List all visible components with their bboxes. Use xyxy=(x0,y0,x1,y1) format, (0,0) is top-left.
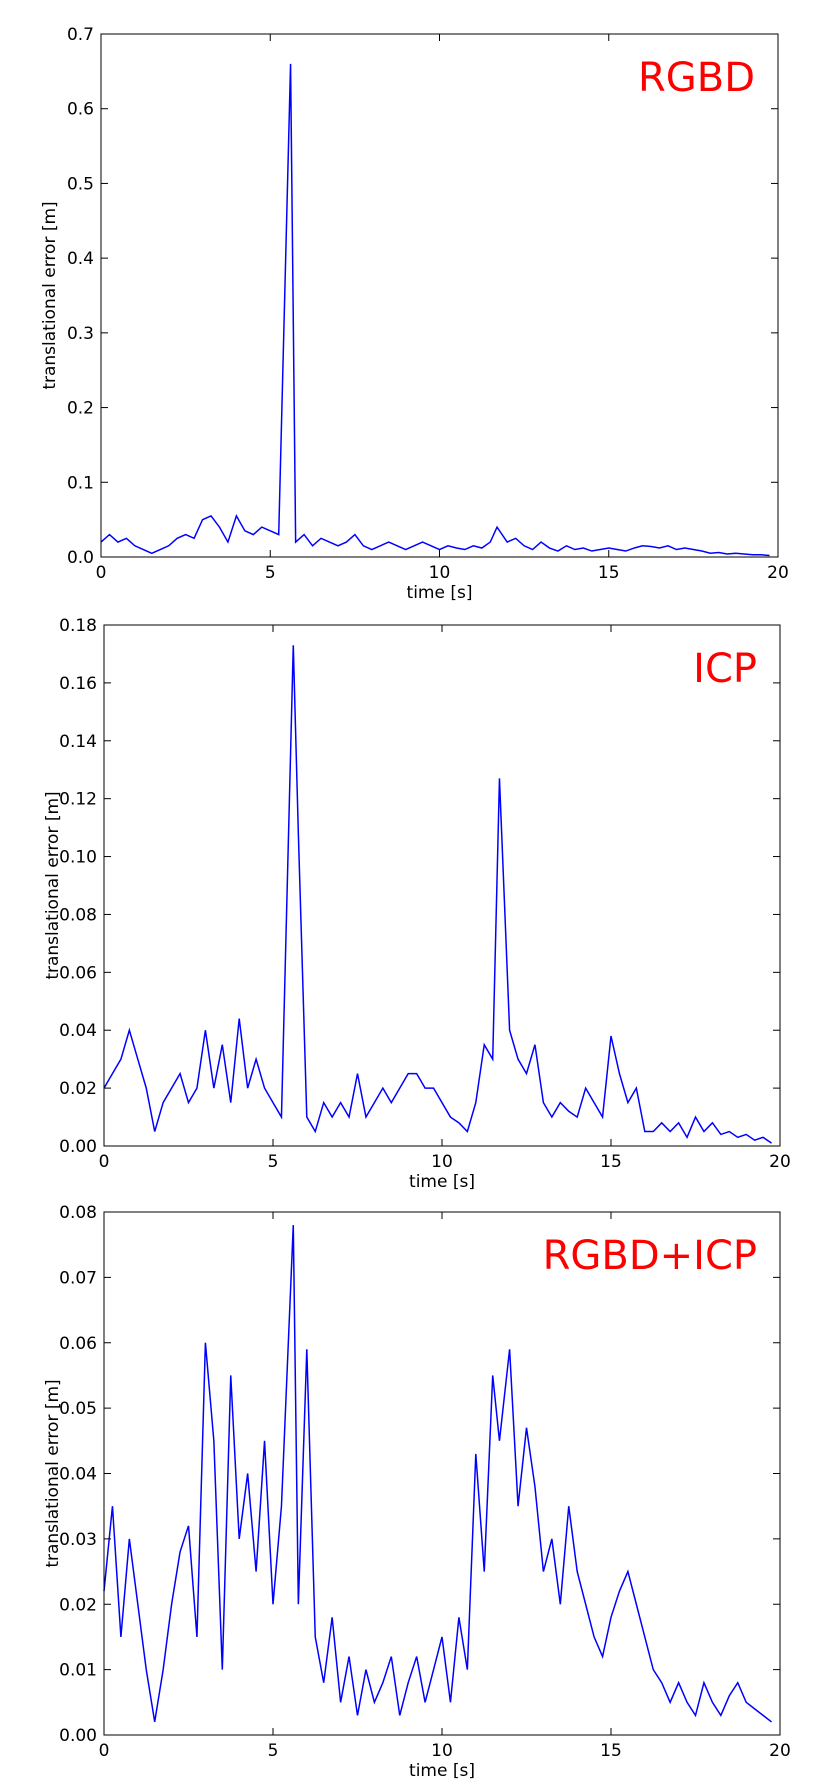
y-tick-label: 0.06 xyxy=(59,1334,97,1354)
y-tick-label: 0.05 xyxy=(59,1399,97,1419)
x-tick-label: 15 xyxy=(600,1152,622,1172)
data-line xyxy=(103,645,772,1144)
y-tick-label: 0.03 xyxy=(59,1530,97,1550)
plot-frame xyxy=(100,33,779,558)
y-tick-label: 0.3 xyxy=(67,324,94,344)
x-tick-label: 5 xyxy=(265,563,276,583)
y-tick-label: 0.00 xyxy=(59,1137,97,1157)
y-tick-label: 0.2 xyxy=(67,399,94,419)
y-axis-label: translational error [m] xyxy=(40,201,60,389)
y-tick-label: 0.12 xyxy=(59,790,97,810)
y-tick-label: 0.02 xyxy=(59,1595,97,1615)
y-tick-label: 0.04 xyxy=(59,1021,97,1041)
x-axis-label: time [s] xyxy=(409,1172,475,1192)
y-tick-label: 0.01 xyxy=(59,1661,97,1681)
x-tick-label: 20 xyxy=(767,563,789,583)
y-tick-label: 0.02 xyxy=(59,1079,97,1099)
y-tick-label: 0.07 xyxy=(59,1268,97,1288)
y-tick-label: 0.7 xyxy=(67,25,94,45)
y-tick-label: 0.6 xyxy=(67,100,94,120)
y-tick-label: 0.0 xyxy=(67,548,94,568)
y-tick-label: 0.10 xyxy=(59,848,97,868)
y-tick-label: 0.04 xyxy=(59,1465,97,1485)
y-tick-label: 0.16 xyxy=(59,674,97,694)
x-axis-label: time [s] xyxy=(409,1761,475,1781)
y-tick-label: 0.14 xyxy=(59,732,97,752)
y-tick-label: 0.5 xyxy=(67,174,94,194)
x-tick-label: 15 xyxy=(598,563,620,583)
x-axis-label: time [s] xyxy=(407,583,473,603)
plot-frame xyxy=(103,624,781,1147)
y-tick-label: 0.1 xyxy=(67,473,94,493)
y-tick-label: 0.08 xyxy=(59,1203,97,1223)
data-line xyxy=(103,1225,773,1723)
y-axis-label: translational error [m] xyxy=(43,791,63,979)
x-tick-label: 20 xyxy=(769,1152,791,1172)
y-tick-label: 0.06 xyxy=(59,963,97,983)
x-tick-label: 0 xyxy=(99,1741,110,1761)
x-tick-label: 15 xyxy=(600,1741,622,1761)
y-tick-label: 0.18 xyxy=(59,616,97,636)
y-tick-label: 0.00 xyxy=(59,1726,97,1746)
y-tick-label: 0.08 xyxy=(59,905,97,925)
plot-frame xyxy=(103,1211,781,1736)
x-tick-label: 10 xyxy=(431,1152,453,1172)
y-axis-label: translational error [m] xyxy=(43,1379,63,1567)
x-tick-label: 0 xyxy=(99,1152,110,1172)
data-line xyxy=(100,63,770,557)
annotation: RGBD xyxy=(638,55,755,101)
x-tick-label: 0 xyxy=(96,563,107,583)
x-tick-label: 5 xyxy=(268,1741,279,1761)
y-tick-label: 0.4 xyxy=(67,249,94,269)
x-tick-label: 5 xyxy=(268,1152,279,1172)
x-tick-label: 10 xyxy=(431,1741,453,1761)
x-tick-label: 20 xyxy=(769,1741,791,1761)
annotation: RGBD+ICP xyxy=(543,1233,757,1279)
x-tick-label: 10 xyxy=(429,563,451,583)
annotation: ICP xyxy=(693,646,757,692)
